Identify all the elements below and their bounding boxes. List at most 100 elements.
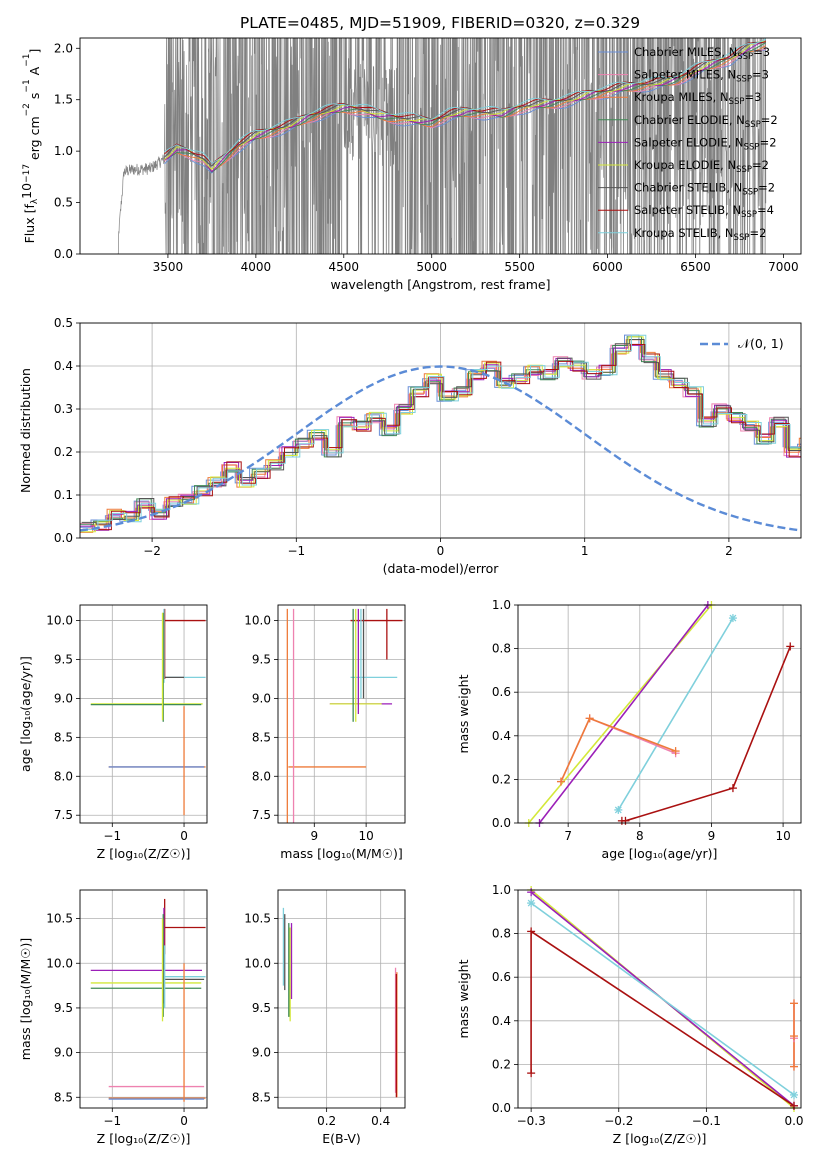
marker-kroupa-miles bbox=[789, 999, 798, 1008]
y-tick-label: 9.5 bbox=[54, 1001, 73, 1015]
legend-entry-sub: SSP bbox=[734, 233, 750, 243]
x-axis-label: mass [log₁₀(M/M☉)] bbox=[280, 846, 402, 861]
weight-line-kroupa-stelib bbox=[530, 902, 795, 1096]
panel-mass_vs_EBV: 0.2 0.4 8.5 9.0 9.5 10.0 10.5 E(B-V) bbox=[244, 889, 406, 1146]
x-tick-label: −1 bbox=[287, 544, 305, 558]
y-tick-label: 0.8 bbox=[492, 642, 511, 656]
x-tick-label: −0.1 bbox=[692, 1114, 721, 1128]
x-axis-label: Z [log₁₀(Z/Z☉)] bbox=[613, 1131, 707, 1146]
axes-frame bbox=[517, 889, 802, 1109]
plot-area-age_vs_Z bbox=[80, 605, 207, 823]
legend-entry-eq: =2 bbox=[752, 158, 769, 172]
legend-entry-kroupa-miles: Kroupa MILES, NSSP=3 bbox=[634, 90, 761, 107]
y-tick-label: 8.5 bbox=[252, 1090, 271, 1104]
plot-area-age_vs_mass bbox=[278, 605, 405, 823]
legend-entry-text: Salpeter ELODIE, N bbox=[634, 135, 744, 149]
legend-entry-sub: SSP bbox=[736, 75, 752, 85]
legend-entry-sub: SSP bbox=[742, 188, 758, 198]
legend-entry-eq: =4 bbox=[757, 203, 774, 217]
plot-area-weight_vs_Z bbox=[518, 890, 801, 1108]
x-tick-label: −1 bbox=[103, 1114, 121, 1128]
x-tick-label: 6500 bbox=[680, 260, 711, 274]
legend-entry-sub: SSP bbox=[736, 165, 752, 175]
panel-weight_vs_Z: −0.3 −0.2 −0.1 0.0 0.0 0.2 0.4 0.6 0.8 1.0 Z [log₁… bbox=[456, 883, 804, 1146]
histogram-chabrier-stelib bbox=[81, 339, 801, 525]
figure-title: PLATE=0485, MJD=51909, FIBERID=0320, z=0… bbox=[240, 14, 640, 32]
y-tick-label: 1.0 bbox=[492, 883, 511, 897]
legend-entry-sub: SSP bbox=[741, 210, 757, 220]
y-tick-label: 2.0 bbox=[54, 41, 73, 55]
histogram-salpeter-elodie bbox=[80, 344, 801, 531]
legend-entry-sub: SSP bbox=[744, 142, 760, 152]
axes-frame bbox=[79, 322, 802, 539]
x-tick-label: 10 bbox=[775, 829, 790, 843]
weight-line-kroupa-stelib bbox=[617, 617, 734, 811]
y-tick-label: 1.0 bbox=[492, 598, 511, 612]
legend-entry-text: Kroupa ELODIE, N bbox=[634, 158, 736, 172]
y-tick-label: 0.0 bbox=[492, 816, 511, 830]
normal-curve bbox=[80, 365, 801, 532]
plot-area-mass_vs_EBV bbox=[278, 890, 405, 1108]
x-tick-label: 7000 bbox=[768, 260, 799, 274]
y-tick-label: 0.6 bbox=[492, 970, 511, 984]
panel-age_vs_Z: −1 0 7.5 8.0 8.5 9.0 9.5 10.0 Z [log₁₀(Z/Z☉)] age… bbox=[18, 604, 208, 861]
legend-entry-eq: =2 bbox=[761, 113, 778, 127]
x-tick-label: 3500 bbox=[153, 260, 184, 274]
y-tick-label: 10.0 bbox=[244, 614, 271, 628]
legend-entry-chabrier-miles: Chabrier MILES, NSSP=3 bbox=[634, 45, 770, 62]
x-tick-label: 1 bbox=[581, 544, 589, 558]
x-tick-label: −0.3 bbox=[517, 1114, 546, 1128]
legend-entry-text: Kroupa STELIB, N bbox=[634, 226, 734, 240]
y-tick-label: 7.5 bbox=[54, 808, 73, 822]
y-tick-label: 10.5 bbox=[46, 912, 73, 926]
x-tick-label: 4500 bbox=[329, 260, 360, 274]
axes-frame bbox=[277, 889, 406, 1109]
x-tick-label: 8 bbox=[636, 829, 644, 843]
x-axis-label: (data-model)/error bbox=[383, 561, 500, 576]
legend-entry-chabrier-stelib: Chabrier STELIB, NSSP=2 bbox=[634, 181, 775, 198]
y-axis-label-part: ] bbox=[27, 49, 42, 54]
y-tick-label: 0.5 bbox=[54, 196, 73, 210]
y-tick-label: 9.5 bbox=[252, 653, 271, 667]
legend-entry-kroupa-stelib: Kroupa STELIB, NSSP=2 bbox=[634, 226, 766, 243]
y-axis-label-part: A bbox=[27, 66, 42, 79]
axes-frame bbox=[79, 37, 802, 255]
y-tick-label: 0.2 bbox=[54, 445, 73, 459]
legend-entry-sub: SSP bbox=[729, 97, 745, 107]
y-tick-label: 1.0 bbox=[54, 144, 73, 158]
y-axis-label-part: −17 bbox=[22, 164, 32, 183]
marker-kroupa-stelib bbox=[527, 899, 536, 908]
x-tick-label: 10 bbox=[358, 829, 373, 843]
histogram-chabrier-miles bbox=[80, 334, 801, 528]
marker-kroupa-stelib bbox=[614, 805, 623, 814]
weight-line-salpeter-stelib bbox=[530, 929, 795, 1107]
y-axis-label-part: −2 bbox=[22, 103, 32, 116]
marker-kroupa-miles bbox=[789, 1032, 798, 1041]
x-tick-label: 6000 bbox=[592, 260, 623, 274]
y-tick-label: 9.0 bbox=[54, 691, 73, 705]
legend-entry-sub: SSP bbox=[745, 120, 761, 130]
y-axis-label-part: erg cm bbox=[27, 116, 42, 164]
y-tick-label: 8.5 bbox=[252, 730, 271, 744]
y-tick-label: 0.4 bbox=[492, 729, 511, 743]
legend-entry-eq: =3 bbox=[753, 45, 770, 59]
marker-salpeter-stelib bbox=[786, 642, 795, 651]
x-axis-label: E(B-V) bbox=[322, 1131, 361, 1146]
y-tick-label: 8.0 bbox=[54, 769, 73, 783]
legend-entry-kroupa-elodie: Kroupa ELODIE, NSSP=2 bbox=[634, 158, 769, 175]
panel-age_vs_mass: 9 10 7.5 8.0 8.5 9.0 9.5 10.0 mass [log₁₀(M/M☉)] bbox=[244, 604, 406, 861]
legend-entry-eq: =3 bbox=[744, 90, 761, 104]
legend-entry-eq: =2 bbox=[758, 181, 775, 195]
spectrum-data-line bbox=[116, 38, 767, 254]
x-tick-label: 0 bbox=[437, 544, 445, 558]
y-tick-label: 8.0 bbox=[252, 769, 271, 783]
y-axis-label: mass [log₁₀(M/M☉)] bbox=[18, 938, 33, 1060]
axes-frame bbox=[79, 889, 208, 1109]
model-line-salpeter-elodie bbox=[164, 40, 766, 173]
x-tick-label: 0.4 bbox=[371, 1114, 390, 1128]
legend-entry-salpeter-stelib: Salpeter STELIB, NSSP=4 bbox=[634, 203, 774, 220]
y-tick-label: 0.0 bbox=[492, 1101, 511, 1115]
y-axis-label-part: Flux [f bbox=[22, 204, 37, 244]
y-tick-label: 10.0 bbox=[46, 956, 73, 970]
panel-spectrum: 3500 4000 4500 5000 5500 6000 6500 7000 0.0 0.5 1.… bbox=[19, 37, 802, 292]
